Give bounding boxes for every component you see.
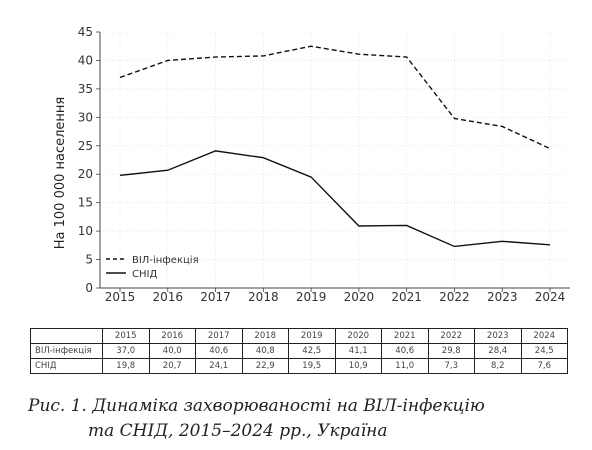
- table-cell: 37,0: [102, 343, 150, 359]
- x-tick-label: 2015: [105, 290, 136, 304]
- x-tick-label: 2018: [248, 290, 279, 304]
- y-tick-label: 10: [78, 224, 93, 238]
- caption-line-1: Рис. 1. Динаміка захворюваності на ВІЛ-і…: [28, 396, 485, 416]
- y-tick-label: 30: [78, 110, 93, 124]
- table-header-cell: 2019: [288, 328, 336, 344]
- table-cell: 24,5: [520, 343, 568, 359]
- line-chart: 0 5 10 15 20 25 30 35 40 45 2015 2016 2017 2018 2019 20…: [53, 25, 570, 304]
- legend: ВІЛ-інфекція СНІД: [106, 254, 199, 280]
- table-cell: 7,6: [520, 358, 568, 374]
- table-row: ВІЛ-інфекція 37,0 40,0 40,6 40,8 42,5 41,1 40,6…: [30, 343, 568, 359]
- y-tick-label: 20: [78, 167, 93, 181]
- series-line-aids: [119, 150, 551, 248]
- x-tick-label: 2021: [391, 290, 422, 304]
- table-cell: 28,4: [474, 343, 522, 359]
- table-cell: 42,5: [288, 343, 336, 359]
- table-cell: 22,9: [241, 358, 289, 374]
- table-row-label: ВІЛ-інфекція: [30, 343, 103, 359]
- table-cell: 40,6: [381, 343, 429, 359]
- table-header-cell: 2022: [427, 328, 475, 344]
- table-header-cell: 2016: [148, 328, 196, 344]
- table-header-cell: 2023: [474, 328, 522, 344]
- series-lines: [119, 45, 551, 248]
- legend-label-hiv: ВІЛ-інфекція: [132, 254, 199, 266]
- table-header-cell: 2018: [241, 328, 289, 344]
- table-cell: 24,1: [195, 358, 243, 374]
- table-cell: 40,0: [148, 343, 196, 359]
- table-header-cell: 2020: [334, 328, 382, 344]
- table-cell: 19,8: [102, 358, 150, 374]
- table-header-row: 2015 2016 2017 2018 2019 2020 2021 2022 2023 2024: [30, 328, 568, 344]
- x-tick-label: 2016: [153, 290, 184, 304]
- table-header-cell: 2021: [381, 328, 429, 344]
- table-header-cell: 2015: [102, 328, 150, 344]
- table-cell: 11,0: [381, 358, 429, 374]
- x-tick-label: 2024: [535, 290, 566, 304]
- y-tick-label: 35: [78, 82, 93, 96]
- y-tick-label: 0: [85, 281, 93, 295]
- table-cell: 7,3: [427, 358, 475, 374]
- table-cell: 29,8: [427, 343, 475, 359]
- table-cell: 40,8: [241, 343, 289, 359]
- y-axis-label: На 100 000 населення: [53, 97, 68, 250]
- x-tick-label: 2017: [200, 290, 231, 304]
- axes: [96, 31, 570, 292]
- table-cell: 20,7: [148, 358, 196, 374]
- table-row: СНІД 19,8 20,7 24,1 22,9 19,5 10,9 11,0 7,3 8,2 7,…: [30, 358, 568, 374]
- table-header-cell: 2024: [520, 328, 568, 344]
- table-corner-cell: [30, 328, 103, 344]
- x-tick-label: 2019: [296, 290, 327, 304]
- table-row-label: СНІД: [30, 358, 103, 374]
- y-tick-label: 45: [78, 25, 93, 39]
- table-cell: 8,2: [474, 358, 522, 374]
- table-cell: 40,6: [195, 343, 243, 359]
- y-tick-label: 40: [78, 53, 93, 67]
- series-line-hiv: [119, 45, 551, 150]
- caption-line-2: та СНІД, 2015–2024 рр., Україна: [88, 421, 388, 441]
- table-cell: 10,9: [334, 358, 382, 374]
- table-header-cell: 2017: [195, 328, 243, 344]
- x-tick-label: 2022: [439, 290, 470, 304]
- legend-label-aids: СНІД: [132, 269, 157, 280]
- table-cell: 41,1: [334, 343, 382, 359]
- x-tick-label: 2020: [344, 290, 375, 304]
- figure-caption: Рис. 1. Динаміка захворюваності на ВІЛ-і…: [0, 396, 592, 450]
- tick-labels: 0 5 10 15 20 25 30 35 40 45 2015 2016 2017 2018 2019 20…: [78, 25, 566, 304]
- y-tick-label: 25: [78, 139, 93, 153]
- grid: [100, 31, 570, 289]
- table-cell: 19,5: [288, 358, 336, 374]
- x-tick-label: 2023: [487, 290, 518, 304]
- y-tick-label: 5: [85, 253, 93, 267]
- data-table: 2015 2016 2017 2018 2019 2020 2021 2022 2023 2024…: [30, 328, 568, 374]
- y-tick-label: 15: [78, 196, 93, 210]
